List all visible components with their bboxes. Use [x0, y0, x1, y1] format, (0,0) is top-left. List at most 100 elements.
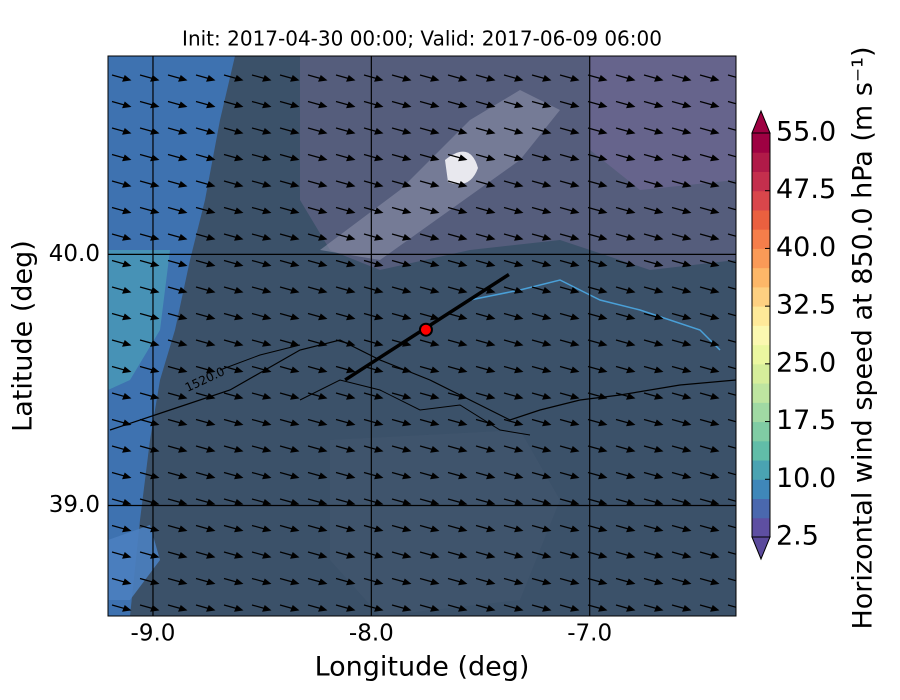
- wind-arrow: [335, 418, 356, 427]
- wind-arrow: [503, 180, 524, 188]
- wind-arrow: [671, 498, 692, 506]
- wind-arrow: [195, 524, 216, 533]
- wind-arrow: [615, 259, 636, 268]
- wind-arrow: [335, 312, 356, 321]
- wind-arrow: [195, 339, 216, 347]
- wind-arrow: [419, 551, 440, 559]
- wind-arrow: [559, 339, 580, 347]
- wind-arrow: [503, 604, 524, 612]
- wind-arrow: [111, 286, 132, 294]
- wind-arrow: [559, 259, 580, 268]
- wind-arrow: [195, 365, 216, 374]
- y-tick-label: 39.0: [49, 492, 100, 518]
- wind-arrow: [167, 312, 188, 321]
- wind-arrow: [391, 604, 412, 612]
- wind-arrow: [223, 339, 244, 347]
- wind-arrow: [447, 604, 468, 612]
- contour: [109, 339, 736, 431]
- colorbar-band: [752, 190, 770, 211]
- wind-arrow: [111, 445, 132, 453]
- wind-arrow: [419, 471, 440, 480]
- wind-arrow: [335, 259, 356, 268]
- wind-arrow: [671, 312, 692, 321]
- wind-arrow: [279, 127, 300, 135]
- colorbar-tick-label: 32.5: [776, 290, 836, 321]
- wind-arrow: [615, 392, 636, 400]
- wind-arrow: [447, 74, 468, 82]
- wind-arrow: [167, 74, 188, 82]
- wind-arrow: [251, 286, 272, 294]
- wind-arrow: [699, 127, 720, 135]
- wind-arrow: [251, 498, 272, 506]
- wind-arrow: [307, 312, 328, 321]
- wind-arrow: [699, 365, 720, 374]
- wind-arrow: [727, 339, 736, 343]
- wind-arrow: [671, 418, 692, 427]
- wind-arrow: [251, 127, 272, 135]
- wind-arrow: [251, 180, 272, 188]
- wind-arrow: [419, 286, 440, 294]
- wind-arrow: [419, 206, 440, 215]
- wind-arrow: [615, 286, 636, 294]
- colorbar-under: [751, 536, 771, 561]
- wind-arrow: [251, 100, 272, 109]
- wind-arrow: [503, 259, 524, 268]
- wind-arrow: [503, 365, 524, 374]
- colorbar-over: [751, 109, 771, 134]
- wind-arrow: [615, 153, 636, 162]
- wind-arrow: [307, 551, 328, 559]
- wind-arrow: [419, 604, 440, 612]
- wind-arrow: [167, 206, 188, 215]
- wind-arrow: [279, 180, 300, 188]
- wind-arrow: [475, 312, 496, 321]
- wind-arrow: [727, 551, 736, 555]
- wind-arrow: [643, 524, 664, 533]
- wind-arrow: [531, 498, 552, 506]
- wind-arrow: [531, 339, 552, 347]
- wind-arrow: [195, 604, 216, 612]
- wind-arrow: [111, 551, 132, 559]
- wind-arrow: [223, 206, 244, 215]
- y-tick-label: 40.0: [49, 241, 100, 267]
- wind-arrow: [419, 127, 440, 135]
- wind-arrow: [391, 498, 412, 506]
- wind-arrow: [307, 604, 328, 612]
- colorbar-band: [752, 248, 770, 269]
- wind-arrow: [727, 180, 736, 184]
- wind-arrow: [335, 498, 356, 506]
- wind-arrow: [307, 259, 328, 268]
- wind-arrow: [671, 471, 692, 480]
- wind-arrow: [279, 471, 300, 480]
- wind-arrow: [335, 445, 356, 453]
- colorbar-band: [752, 325, 770, 346]
- wind-arrow: [615, 365, 636, 374]
- wind-arrow: [279, 445, 300, 453]
- wind-arrow: [503, 233, 524, 241]
- wind-arrow: [195, 127, 216, 135]
- wind-arrow: [531, 392, 552, 400]
- wind-arrow: [531, 365, 552, 374]
- wind-arrow: [223, 604, 244, 612]
- colorbar-tick-label: 55.0: [776, 117, 836, 148]
- wind-arrow: [447, 127, 468, 135]
- colorbar-band: [752, 517, 770, 538]
- wind-arrow: [475, 180, 496, 188]
- wind-arrow: [251, 153, 272, 162]
- wind-arrow: [727, 312, 736, 317]
- wind-arrow: [223, 498, 244, 506]
- wind-arrow: [335, 206, 356, 215]
- wind-arrow: [111, 365, 132, 374]
- wind-arrow: [363, 206, 384, 215]
- wind-arrow: [419, 74, 440, 82]
- wind-arrow: [363, 498, 384, 506]
- wind-arrow: [279, 365, 300, 374]
- wind-arrow: [615, 312, 636, 321]
- wind-arrow: [671, 153, 692, 162]
- wind-arrow: [587, 445, 608, 453]
- wind-arrow: [307, 127, 328, 135]
- wind-arrow: [195, 418, 216, 427]
- wind-arrow: [559, 312, 580, 321]
- wind-arrow: [223, 100, 244, 109]
- wind-arrow: [419, 445, 440, 453]
- wind-arrow: [643, 339, 664, 347]
